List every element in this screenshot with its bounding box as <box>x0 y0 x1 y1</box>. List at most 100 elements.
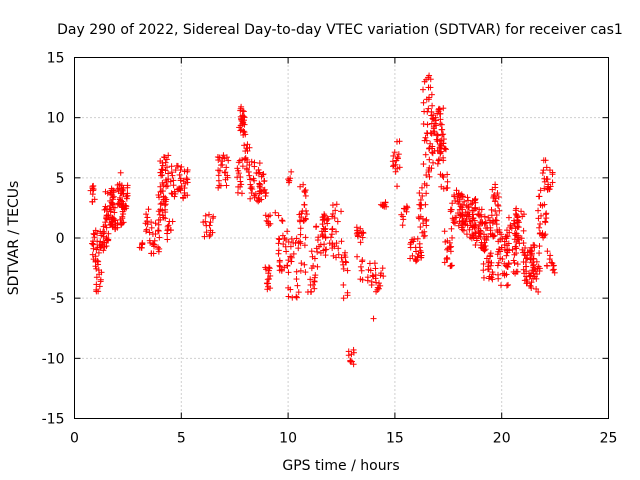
data-point <box>494 190 501 197</box>
data-point <box>543 164 550 171</box>
data-point <box>460 227 467 234</box>
data-point <box>420 99 427 106</box>
data-point <box>449 234 456 241</box>
data-point <box>209 215 216 222</box>
data-point <box>93 274 100 281</box>
data-point <box>440 157 447 164</box>
data-point <box>260 171 267 178</box>
data-point <box>533 275 540 282</box>
data-point <box>238 190 245 197</box>
data-point <box>148 219 155 226</box>
data-point <box>247 176 254 183</box>
data-point <box>312 272 319 279</box>
data-point <box>104 206 111 213</box>
data-point <box>482 246 489 253</box>
data-point <box>489 276 496 283</box>
data-point <box>89 183 96 190</box>
data-point <box>421 180 428 187</box>
data-point <box>152 220 159 227</box>
data-point <box>93 265 100 272</box>
data-point <box>105 212 112 219</box>
data-point <box>438 126 445 133</box>
data-point <box>265 267 272 274</box>
data-point <box>100 233 107 240</box>
data-point <box>428 91 435 98</box>
data-point <box>122 202 129 209</box>
data-point <box>151 237 158 244</box>
data-point <box>295 289 302 296</box>
data-point <box>494 201 501 208</box>
data-point <box>533 258 540 265</box>
data-point <box>467 218 474 225</box>
data-point <box>490 233 497 240</box>
data-point <box>426 173 433 180</box>
data-point <box>97 244 104 251</box>
data-point <box>164 164 171 171</box>
data-point <box>423 172 430 179</box>
data-points <box>87 72 558 368</box>
data-point <box>308 248 315 255</box>
data-point <box>220 152 227 159</box>
data-point <box>440 140 447 147</box>
data-point <box>297 225 304 232</box>
data-point <box>257 187 264 194</box>
data-point <box>531 242 538 249</box>
data-point <box>394 154 401 161</box>
y-axis-label: SDTVAR / TECUs <box>6 181 22 296</box>
data-point <box>101 239 108 246</box>
data-point <box>155 227 162 234</box>
data-point <box>176 171 183 178</box>
data-point <box>373 288 380 295</box>
data-point <box>415 214 422 221</box>
data-point <box>476 206 483 213</box>
data-point <box>432 114 439 121</box>
data-point <box>522 244 529 251</box>
data-point <box>542 231 549 238</box>
data-point <box>267 272 274 279</box>
data-point <box>285 269 292 276</box>
data-point <box>333 228 340 235</box>
data-point <box>257 181 264 188</box>
data-point <box>495 271 502 278</box>
data-point <box>459 201 466 208</box>
data-point <box>543 262 550 269</box>
data-point <box>495 193 502 200</box>
data-point <box>215 177 222 184</box>
data-point <box>549 171 556 178</box>
data-point <box>442 238 449 245</box>
data-point <box>320 213 327 220</box>
data-point <box>394 165 401 172</box>
data-point <box>111 204 118 211</box>
data-point <box>333 240 340 247</box>
data-point <box>536 243 543 250</box>
data-point <box>157 216 164 223</box>
data-point <box>528 244 535 251</box>
data-point <box>157 201 164 208</box>
data-point <box>420 120 427 127</box>
data-point <box>389 163 396 170</box>
data-point <box>426 156 433 163</box>
data-point <box>309 253 316 260</box>
data-point <box>503 252 510 259</box>
data-point <box>427 84 434 91</box>
data-point <box>184 166 191 173</box>
data-point <box>282 243 289 250</box>
data-point <box>181 189 188 196</box>
data-point <box>263 217 270 224</box>
data-point <box>101 206 108 213</box>
data-point <box>177 167 184 174</box>
data-point <box>395 151 402 158</box>
data-point <box>492 181 499 188</box>
data-point <box>94 257 101 264</box>
data-point <box>437 149 444 156</box>
data-point <box>429 102 436 109</box>
data-point <box>154 227 161 234</box>
data-point <box>403 203 410 210</box>
chart-title: Day 290 of 2022, Sidereal Day-to-day VTE… <box>57 22 623 38</box>
data-point <box>246 172 253 179</box>
data-point <box>224 172 231 179</box>
data-point <box>475 228 482 235</box>
data-point <box>119 213 126 220</box>
data-point <box>329 202 336 209</box>
y-tick-label: 5 <box>56 171 65 187</box>
